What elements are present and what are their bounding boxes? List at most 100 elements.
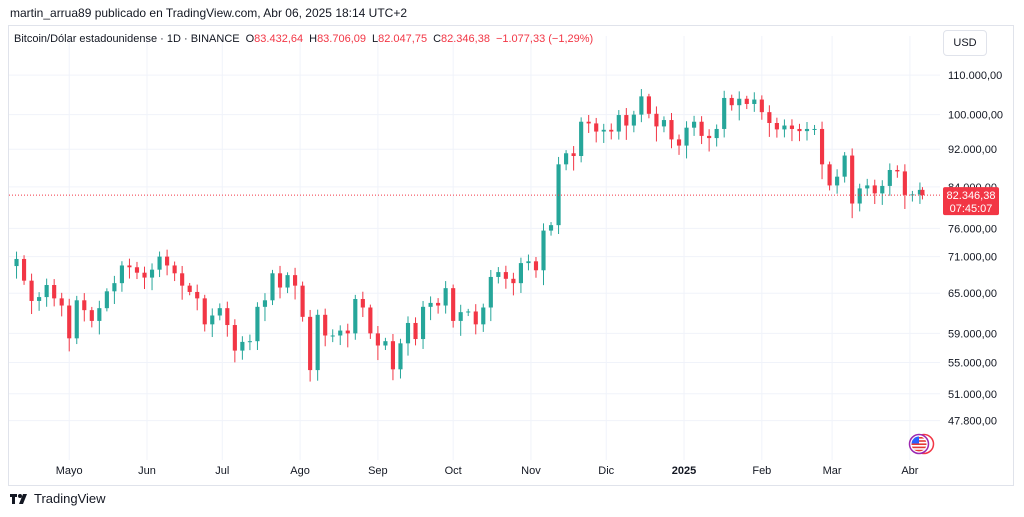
candle[interactable] [737,91,742,121]
candle[interactable] [74,295,79,345]
candle[interactable] [255,302,260,350]
candle[interactable] [473,304,478,335]
candle[interactable] [707,129,712,152]
candle[interactable] [872,179,877,205]
candle[interactable] [616,110,621,140]
candle[interactable] [368,304,373,339]
candle[interactable] [842,152,847,183]
candle[interactable] [804,122,810,141]
candle[interactable] [895,165,900,178]
candle[interactable] [920,187,925,200]
candle[interactable] [345,323,350,348]
candle[interactable] [202,294,207,332]
candle[interactable] [752,92,757,112]
candle[interactable] [217,303,222,321]
candle[interactable] [880,180,885,205]
candle[interactable] [458,304,463,336]
candle[interactable] [692,115,697,136]
candle[interactable] [789,119,795,142]
candle[interactable] [466,308,471,317]
candle[interactable] [774,117,779,138]
candle[interactable] [767,105,772,137]
candle[interactable] [661,116,667,133]
candle[interactable] [699,116,704,145]
candle[interactable] [82,293,87,322]
candle[interactable] [323,308,328,347]
candle[interactable] [180,265,185,300]
candle[interactable] [308,309,313,382]
candle[interactable] [722,90,727,138]
candle[interactable] [37,292,42,311]
candle[interactable] [383,337,388,350]
candle[interactable] [496,267,501,284]
candle[interactable] [759,95,764,120]
candle[interactable] [119,261,124,292]
candle[interactable] [609,123,614,140]
candle[interactable] [601,123,606,143]
candle[interactable] [729,94,734,111]
candle[interactable] [67,298,72,352]
candle[interactable] [586,114,591,133]
candle[interactable] [533,257,539,278]
candle[interactable] [240,336,245,360]
candle[interactable] [579,117,584,163]
candle[interactable] [187,282,192,296]
candle[interactable] [594,117,599,143]
candle[interactable] [149,263,155,291]
candle[interactable] [390,334,396,381]
candle[interactable] [887,163,892,196]
candle[interactable] [112,275,117,305]
candle[interactable] [300,281,305,322]
candle[interactable] [548,222,554,236]
candle[interactable] [225,301,230,337]
candle[interactable] [481,303,486,332]
candle[interactable] [744,95,749,110]
candle[interactable] [165,249,170,276]
candle[interactable] [503,265,508,289]
candle[interactable] [157,251,162,278]
us-flag-icon[interactable] [905,433,935,455]
candle[interactable] [571,146,576,171]
candle[interactable] [293,267,298,300]
candle[interactable] [232,319,237,363]
candle[interactable] [564,150,569,171]
candle[interactable] [917,182,922,204]
candle[interactable] [443,281,448,314]
candle[interactable] [511,272,516,296]
candle[interactable] [277,265,283,299]
candle[interactable] [819,121,825,180]
candle[interactable] [827,161,832,191]
candle[interactable] [398,338,403,379]
candle[interactable] [812,124,817,136]
candle[interactable] [127,258,132,279]
candle[interactable] [59,292,64,317]
candle[interactable] [142,266,147,290]
candle[interactable] [353,294,358,340]
candle[interactable] [285,272,290,294]
candle[interactable] [270,269,275,306]
candle[interactable] [797,123,802,142]
candle[interactable] [714,124,719,147]
candle[interactable] [835,169,840,194]
candle[interactable] [315,309,320,381]
tradingview-branding[interactable]: TradingView [10,491,106,506]
candle[interactable] [44,278,49,307]
candle[interactable] [782,119,787,138]
candle[interactable] [526,254,531,271]
candle[interactable] [97,300,102,335]
candle[interactable] [676,134,682,155]
candle[interactable] [195,284,200,311]
candle[interactable] [646,93,651,119]
candle[interactable] [210,308,215,338]
candle[interactable] [330,329,335,343]
candle[interactable] [29,273,34,315]
candle[interactable] [172,261,177,282]
candle[interactable] [518,257,523,293]
candle[interactable] [338,325,343,346]
candle[interactable] [89,306,94,328]
candle[interactable] [134,261,140,280]
candle[interactable] [420,301,426,349]
candle[interactable] [910,190,915,202]
candle[interactable] [902,164,907,209]
